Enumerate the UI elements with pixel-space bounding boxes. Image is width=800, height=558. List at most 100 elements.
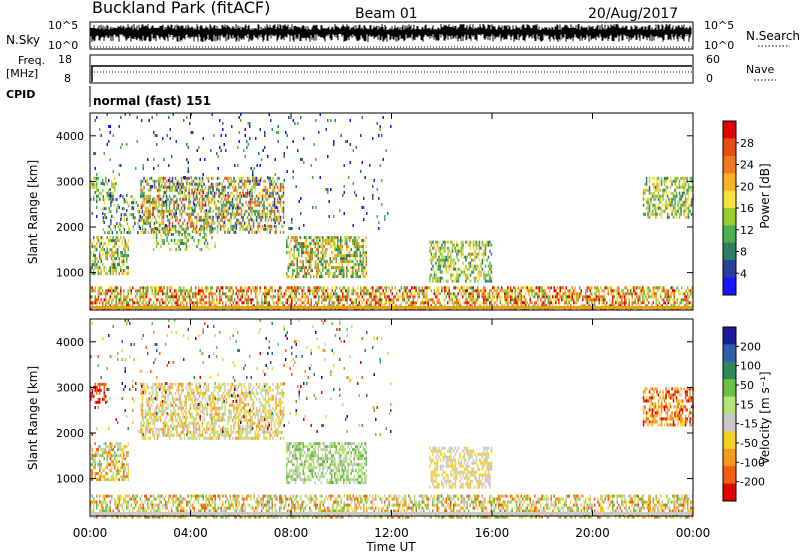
heatmap-cell — [164, 210, 166, 213]
heatmap-cell — [212, 298, 214, 301]
heatmap-cell — [266, 225, 268, 228]
heatmap-cell — [632, 292, 634, 295]
heatmap-cell — [359, 301, 361, 304]
heatmap-cell — [245, 180, 247, 183]
colorbar-segment — [723, 138, 736, 156]
heatmap-cell — [658, 186, 660, 189]
heatmap-cell — [123, 245, 125, 248]
heatmap-cell — [292, 254, 294, 257]
heatmap-cell — [345, 289, 347, 292]
heatmap-cell — [495, 301, 497, 304]
heatmap-cell — [642, 298, 644, 301]
heatmap-cell — [154, 216, 156, 219]
heatmap-cell — [207, 245, 209, 248]
heatmap-cell — [392, 292, 394, 295]
heatmap-cell — [153, 167, 155, 170]
heatmap-cell — [555, 298, 557, 301]
freq-tick-top-left: 18 — [58, 53, 72, 66]
heatmap-cell — [455, 298, 457, 301]
heatmap-cell — [105, 289, 107, 292]
heatmap-cell — [247, 228, 249, 231]
heatmap-cell — [318, 272, 320, 275]
heatmap-cell — [548, 295, 550, 298]
heatmap-cell — [224, 221, 226, 224]
heatmap-cell — [658, 189, 660, 192]
heatmap-cell — [188, 198, 190, 201]
heatmap-cell — [206, 209, 208, 212]
heatmap-cell — [510, 295, 512, 298]
heatmap-cell — [291, 236, 293, 239]
heatmap-cell — [579, 292, 581, 295]
heatmap-cell — [310, 245, 312, 248]
heatmap-cell — [444, 262, 446, 265]
heatmap-cell — [116, 295, 118, 298]
heatmap-cell — [179, 186, 181, 189]
heatmap-cell — [361, 254, 363, 257]
heatmap-cell — [461, 250, 463, 253]
heatmap-cell — [334, 239, 336, 242]
heatmap-cell — [333, 251, 335, 254]
heatmap-cell — [378, 298, 380, 301]
heatmap-cell — [238, 183, 240, 186]
heatmap-cell — [189, 295, 191, 298]
heatmap-cell — [281, 210, 283, 213]
heatmap-cell — [242, 295, 244, 298]
heatmap-cell — [218, 286, 220, 289]
heatmap-cell — [344, 295, 346, 298]
heatmap-cell — [627, 289, 629, 292]
heatmap-cell — [153, 200, 155, 203]
heatmap-cell — [652, 192, 654, 195]
heatmap-cell — [166, 210, 168, 213]
heatmap-cell — [528, 286, 530, 289]
heatmap-cell — [636, 295, 638, 298]
heatmap-cell — [223, 225, 225, 228]
heatmap-cell — [186, 242, 188, 245]
heatmap-cell — [674, 180, 676, 183]
heatmap-cell — [395, 286, 397, 289]
heatmap-cell — [441, 277, 443, 280]
heatmap-cell — [142, 225, 144, 228]
heatmap-cell — [172, 222, 174, 225]
heatmap-cell — [101, 466, 103, 469]
heatmap-cell — [275, 192, 277, 195]
heatmap-cell — [641, 292, 643, 295]
heatmap-cell — [492, 292, 494, 295]
heatmap-cell — [590, 286, 592, 289]
heatmap-cell — [452, 250, 454, 253]
heatmap-cell — [128, 266, 130, 269]
heatmap-cell — [119, 272, 121, 275]
heatmap-cell — [348, 292, 350, 295]
heatmap-cell — [147, 292, 149, 295]
heatmap-cell — [611, 301, 613, 304]
heatmap-cell — [437, 244, 439, 247]
heatmap-cell — [242, 225, 244, 228]
heatmap-cell — [312, 248, 314, 251]
heatmap-cell — [96, 189, 98, 192]
heatmap-cell — [340, 257, 342, 260]
heatmap-cell — [155, 204, 157, 207]
heatmap-cell — [644, 189, 646, 192]
heatmap-cell — [491, 298, 493, 301]
heatmap-cell — [303, 137, 305, 140]
heatmap-cell — [333, 215, 335, 218]
heatmap-cell — [277, 192, 279, 195]
heatmap-cell — [178, 204, 180, 207]
heatmap-cell — [682, 192, 684, 195]
heatmap-cell — [99, 301, 101, 304]
heatmap-cell — [306, 266, 308, 269]
heatmap-cell — [217, 219, 219, 222]
heatmap-cell — [662, 192, 664, 195]
heatmap-cell — [148, 216, 150, 219]
heatmap-cell — [611, 289, 613, 292]
heatmap-cell — [482, 295, 484, 298]
heatmap-cell — [440, 265, 442, 268]
heatmap-cell — [104, 448, 106, 451]
heatmap-cell — [662, 298, 664, 301]
heatmap-cell — [108, 286, 110, 289]
heatmap-cell — [504, 292, 506, 295]
heatmap-cell — [389, 295, 391, 298]
heatmap-cell — [331, 260, 333, 263]
heatmap-cell — [671, 213, 673, 216]
heatmap-cell — [301, 248, 303, 251]
heatmap-cell — [200, 207, 202, 210]
